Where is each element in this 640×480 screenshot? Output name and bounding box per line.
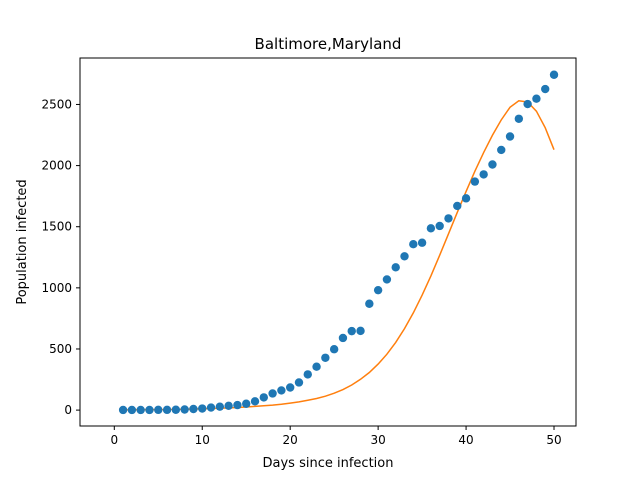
y-tick-label: 1500 — [41, 220, 72, 234]
data-point — [329, 345, 339, 354]
data-point — [347, 326, 356, 336]
data-point — [180, 405, 189, 414]
y-tick-label: 2500 — [41, 97, 72, 111]
data-point — [488, 160, 497, 169]
y-axis-ticks: 0 500 1000 1500 2000 2500 — [41, 97, 80, 417]
y-tick-label: 0 — [64, 403, 72, 417]
data-marks — [118, 70, 559, 415]
data-point — [206, 403, 216, 412]
data-point — [242, 399, 251, 408]
data-point — [523, 99, 532, 109]
data-point — [453, 201, 462, 211]
data-point — [514, 114, 524, 123]
x-tick-label: 50 — [546, 433, 561, 447]
chart-title: Baltimore,Maryland — [255, 35, 402, 53]
axes-frame — [79, 57, 577, 427]
data-point — [356, 326, 365, 336]
data-point — [162, 405, 172, 415]
data-point — [198, 404, 207, 413]
data-point — [479, 170, 488, 179]
x-tick-label: 10 — [195, 433, 210, 447]
data-point — [189, 404, 198, 414]
x-tick-label: 30 — [370, 433, 385, 447]
data-point — [444, 214, 453, 223]
data-point — [171, 405, 181, 414]
x-tick-label: 0 — [110, 433, 118, 447]
data-point — [127, 405, 137, 415]
data-point — [136, 405, 145, 415]
x-tick-label: 20 — [283, 433, 298, 447]
data-point — [417, 238, 427, 247]
data-point — [426, 224, 436, 233]
y-tick-label: 2000 — [41, 159, 72, 173]
data-point — [268, 389, 277, 398]
data-point — [461, 194, 471, 203]
x-axis-label: Days since infection — [263, 456, 394, 471]
data-point — [312, 362, 321, 371]
data-point — [382, 275, 392, 284]
data-point — [400, 252, 409, 261]
data-point — [365, 299, 374, 308]
data-point — [277, 386, 286, 395]
data-point — [250, 397, 260, 406]
data-point — [321, 353, 330, 362]
x-axis-ticks: 0 10 20 30 40 50 — [110, 426, 562, 447]
data-point — [145, 405, 154, 415]
y-tick-label: 500 — [49, 342, 72, 356]
x-tick-label: 40 — [458, 433, 473, 447]
data-point — [294, 378, 304, 387]
data-point — [154, 405, 163, 415]
data-point — [409, 240, 418, 249]
data-point — [505, 132, 515, 141]
plot-area — [79, 57, 577, 427]
data-point — [233, 400, 242, 410]
data-point — [373, 285, 383, 295]
y-axis-label: Population infected — [15, 179, 30, 304]
data-point — [532, 94, 541, 103]
data-point — [435, 221, 444, 231]
data-point — [549, 70, 559, 79]
data-point — [338, 333, 348, 343]
data-point — [303, 370, 312, 379]
data-point — [541, 84, 550, 94]
data-point — [215, 402, 225, 411]
data-point — [259, 393, 269, 402]
data-point — [285, 383, 295, 392]
data-point — [118, 405, 128, 415]
y-tick-label: 1000 — [41, 281, 72, 295]
data-point — [391, 263, 400, 272]
data-point — [497, 145, 506, 155]
data-point — [470, 177, 480, 186]
data-point — [224, 401, 233, 411]
